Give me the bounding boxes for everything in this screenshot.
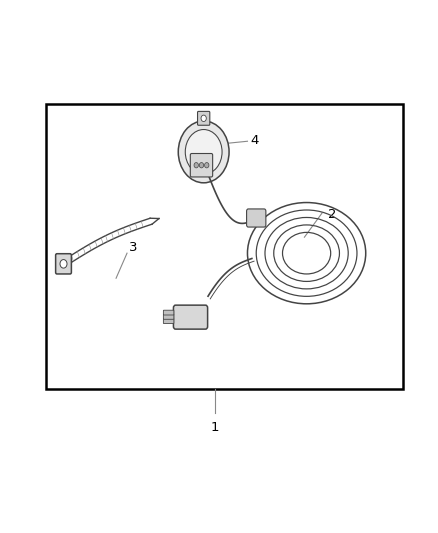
Circle shape <box>194 163 198 168</box>
Text: 1: 1 <box>210 421 219 434</box>
Bar <box>46 104 403 389</box>
FancyBboxPatch shape <box>56 254 71 274</box>
FancyBboxPatch shape <box>163 314 174 319</box>
Circle shape <box>60 260 67 268</box>
Circle shape <box>205 163 209 168</box>
FancyBboxPatch shape <box>190 154 213 177</box>
Circle shape <box>199 163 204 168</box>
Text: 2: 2 <box>328 208 336 221</box>
Circle shape <box>178 121 229 183</box>
Text: 3: 3 <box>129 241 138 254</box>
FancyBboxPatch shape <box>173 305 208 329</box>
Circle shape <box>201 115 206 122</box>
Circle shape <box>185 130 222 174</box>
FancyBboxPatch shape <box>163 319 174 324</box>
FancyBboxPatch shape <box>163 310 174 315</box>
FancyBboxPatch shape <box>198 111 210 125</box>
Text: 4: 4 <box>251 134 259 147</box>
FancyBboxPatch shape <box>247 209 266 227</box>
